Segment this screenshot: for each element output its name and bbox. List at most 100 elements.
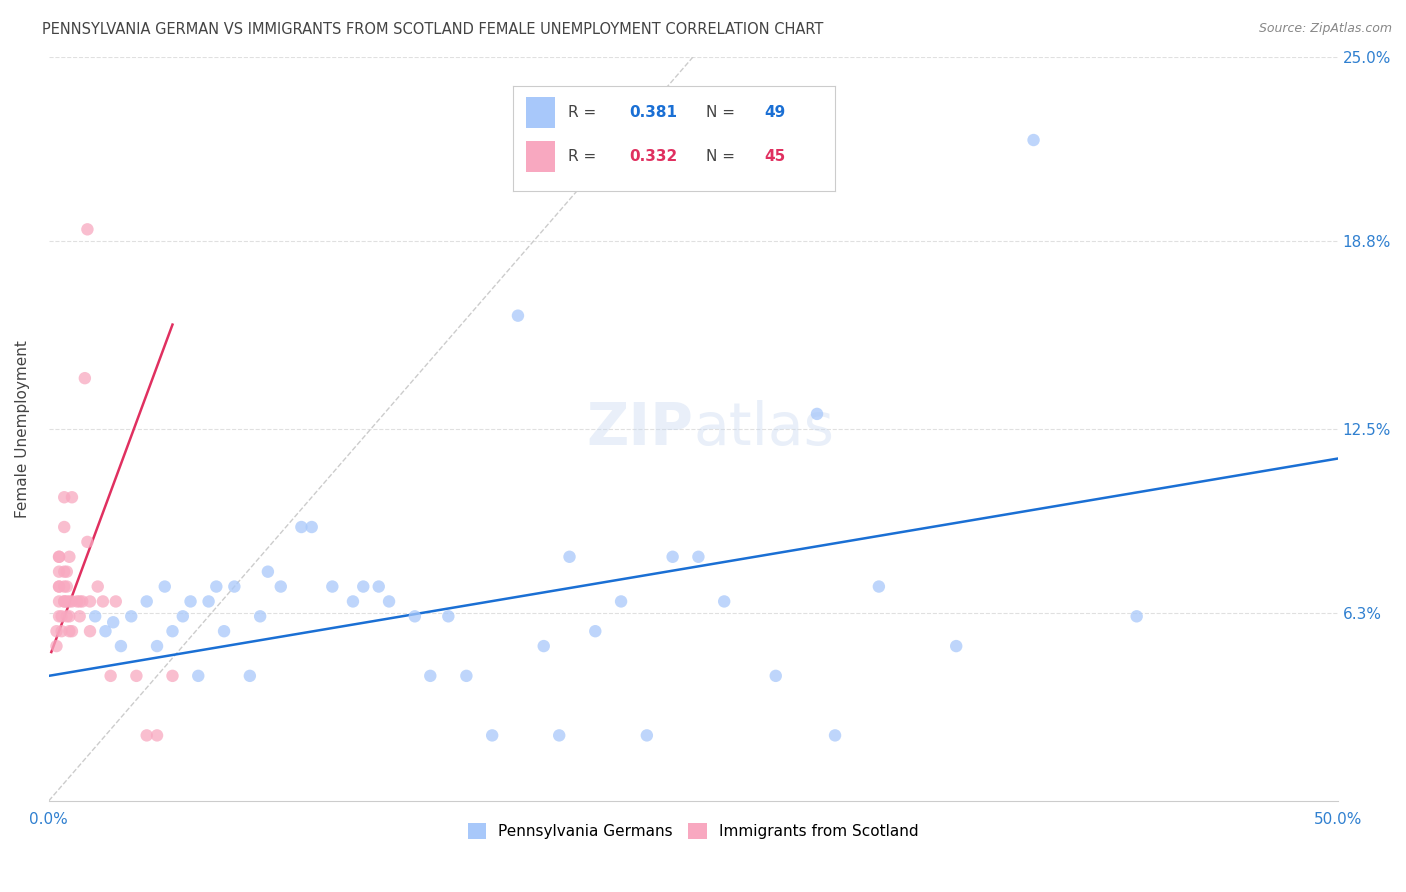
Point [53,594,76,608]
Point [419,669,441,683]
Point [172,609,194,624]
Point [146,728,169,742]
Point [51,624,73,639]
Point [1125,609,1147,624]
Point [58,594,80,608]
Text: PENNSYLVANIA GERMAN VS IMMIGRANTS FROM SCOTLAND FEMALE UNEMPLOYMENT CORRELATION : PENNSYLVANIA GERMAN VS IMMIGRANTS FROM S… [42,22,824,37]
Point [45,624,67,639]
Point [135,728,157,742]
Point [765,669,787,683]
Point [506,309,529,323]
Point [378,594,401,608]
Text: Source: ZipAtlas.com: Source: ZipAtlas.com [1258,22,1392,36]
Point [404,609,426,624]
Point [548,728,571,742]
Point [91,594,114,608]
Point [56,594,79,608]
Point [56,565,79,579]
Point [270,580,292,594]
Point [806,407,828,421]
Point [249,609,271,624]
Point [197,594,219,608]
Point [58,549,80,564]
Point [53,565,76,579]
Y-axis label: Female Unemployment: Female Unemployment [15,340,30,517]
Point [79,624,101,639]
Point [69,594,91,608]
Point [56,609,79,624]
Point [301,520,323,534]
Text: ZIP: ZIP [586,401,693,458]
Point [48,580,70,594]
Point [79,594,101,608]
Point [290,520,312,534]
Point [162,669,184,683]
Point [72,594,94,608]
Point [558,549,581,564]
Point [636,728,658,742]
Point [481,728,503,742]
Point [48,580,70,594]
Point [48,549,70,564]
Point [125,669,148,683]
Point [146,639,169,653]
Point [100,669,122,683]
Point [48,609,70,624]
Point [135,594,157,608]
Point [367,580,389,594]
Point [257,565,280,579]
Point [342,594,364,608]
Point [153,580,176,594]
Point [1022,133,1045,147]
Point [610,594,633,608]
Point [60,624,83,639]
Point [456,669,478,683]
Point [104,594,127,608]
Point [76,535,98,549]
Point [212,624,235,639]
Point [868,580,890,594]
Point [60,594,83,608]
Point [48,594,70,608]
Point [84,609,107,624]
Point [51,609,73,624]
Point [180,594,202,608]
Point [60,490,83,504]
Point [48,565,70,579]
Point [53,520,76,534]
Point [45,639,67,653]
Point [187,669,209,683]
Point [66,594,89,608]
Point [945,639,967,653]
Point [713,594,735,608]
Point [162,624,184,639]
Legend: Pennsylvania Germans, Immigrants from Scotland: Pennsylvania Germans, Immigrants from Sc… [461,817,925,846]
Point [120,609,142,624]
Point [76,222,98,236]
Point [437,609,460,624]
Point [224,580,246,594]
Point [583,624,606,639]
Point [352,580,374,594]
Point [110,639,132,653]
Point [73,371,96,385]
Point [94,624,117,639]
Point [53,594,76,608]
Point [688,549,710,564]
Point [53,490,76,504]
Point [53,580,76,594]
Point [661,549,683,564]
Point [205,580,228,594]
Point [56,580,79,594]
Point [321,580,343,594]
Point [533,639,555,653]
Point [48,549,70,564]
Point [69,609,91,624]
Point [58,609,80,624]
Point [87,580,110,594]
Point [824,728,846,742]
Text: atlas: atlas [693,401,834,458]
Point [239,669,262,683]
Point [103,615,125,630]
Point [58,624,80,639]
